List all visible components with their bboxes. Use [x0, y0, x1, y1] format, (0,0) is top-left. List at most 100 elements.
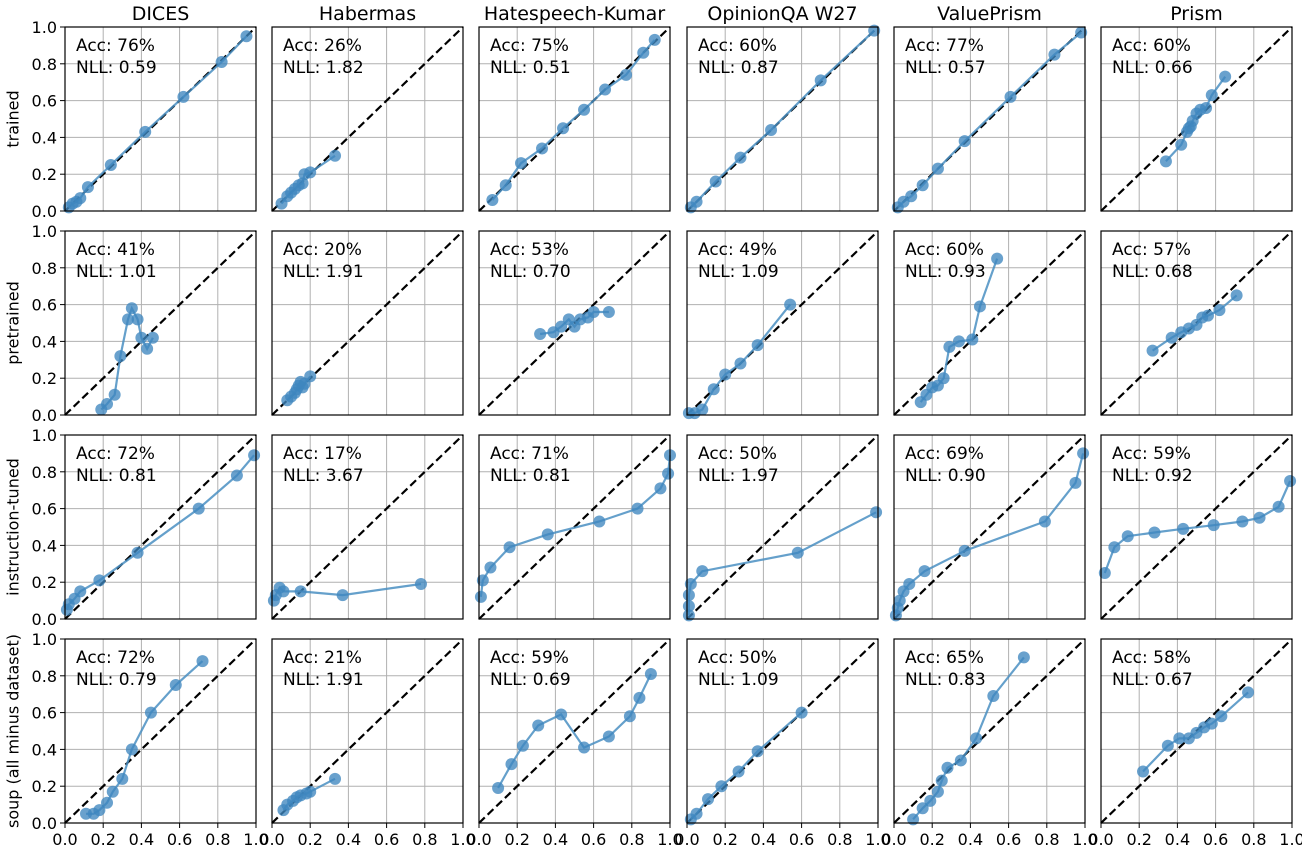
axes-frame: [271, 434, 464, 620]
data-point: [868, 24, 881, 37]
y-tick-label: 1.0: [32, 630, 57, 649]
data-point: [304, 370, 317, 383]
data-point: [870, 506, 883, 519]
data-point: [93, 804, 106, 817]
column-title: Hatespeech-Kumar: [484, 3, 665, 25]
data-point: [905, 190, 918, 203]
data-point: [970, 732, 983, 745]
axes-frame: [1100, 638, 1293, 824]
column-title: DICES: [132, 3, 190, 25]
y-tick-label: 0.0: [32, 610, 57, 629]
y-tick-label: 0.6: [32, 296, 57, 315]
diagonal-reference-line: [686, 638, 879, 824]
data-point: [1253, 511, 1266, 524]
data-point: [1242, 686, 1255, 699]
x-tick-label: 0.8: [827, 830, 852, 849]
accuracy-label: Acc: 59%: [1112, 444, 1191, 464]
data-point: [503, 541, 516, 554]
data-point: [931, 162, 944, 175]
diagonal-reference-line: [893, 638, 1086, 824]
data-point: [146, 331, 159, 344]
axes-frame: [1100, 230, 1293, 416]
data-point: [1146, 344, 1159, 357]
diagonal-reference-line: [271, 230, 464, 416]
data-point: [296, 177, 309, 190]
data-point: [1077, 447, 1090, 460]
axes-frame: [64, 230, 257, 416]
axes-frame: [893, 638, 1086, 824]
data-point: [690, 807, 703, 820]
data-point: [751, 745, 764, 758]
y-tick-label: 0.4: [32, 536, 57, 555]
row-label: soup (all minus dataset): [4, 634, 23, 828]
data-point: [751, 339, 764, 352]
x-tick-label: 1.0: [657, 830, 682, 849]
diagonal-reference-line: [271, 26, 464, 212]
data-point: [791, 546, 804, 559]
diagonal-reference-line: [64, 434, 257, 620]
diagonal-reference-line: [271, 638, 464, 824]
data-point: [139, 125, 152, 138]
axes-frame: [1100, 434, 1293, 620]
axes-frame: [271, 26, 464, 212]
data-point: [1201, 309, 1214, 322]
data-point: [1205, 717, 1218, 730]
nll-label: NLL: 0.67: [1112, 670, 1193, 690]
nll-label: NLL: 3.67: [283, 466, 364, 486]
diagonal-reference-line: [686, 434, 879, 620]
data-point: [1121, 530, 1134, 543]
calibration-line: [497, 673, 652, 789]
nll-label: NLL: 1.01: [76, 262, 157, 282]
data-point: [682, 609, 695, 622]
accuracy-label: Acc: 49%: [698, 240, 777, 260]
nll-label: NLL: 0.68: [1112, 262, 1193, 282]
data-point: [555, 708, 568, 721]
accuracy-label: Acc: 76%: [76, 36, 155, 56]
x-tick-label: 0.0: [881, 830, 906, 849]
accuracy-label: Acc: 50%: [698, 444, 777, 464]
data-point: [587, 305, 600, 318]
data-point: [505, 758, 518, 771]
x-tick-label: 0.2: [504, 830, 529, 849]
y-tick-label: 0.4: [32, 128, 57, 147]
data-point: [74, 585, 87, 598]
data-point: [1272, 500, 1285, 513]
column-title: Habermas: [319, 3, 416, 25]
data-point: [104, 159, 117, 171]
axes-frame: [893, 434, 1086, 620]
accuracy-label: Acc: 71%: [490, 444, 569, 464]
data-point: [81, 181, 94, 194]
data-point: [599, 83, 612, 96]
data-point: [1004, 90, 1017, 103]
data-point: [987, 690, 1000, 703]
data-point: [1284, 475, 1297, 487]
axes-frame: [478, 638, 671, 824]
data-point: [916, 179, 929, 192]
x-tick-label: 0.2: [712, 830, 737, 849]
data-point: [169, 679, 182, 691]
x-tick-label: 0.6: [996, 830, 1021, 849]
data-point: [541, 528, 554, 541]
x-tick-label: 0.0: [674, 830, 699, 849]
accuracy-label: Acc: 60%: [905, 240, 984, 260]
data-point: [177, 90, 190, 103]
data-point: [106, 785, 119, 798]
accuracy-label: Acc: 59%: [490, 648, 569, 668]
data-point: [114, 350, 127, 363]
data-point: [903, 578, 916, 591]
data-point: [578, 741, 591, 754]
row-label: pretrained: [4, 281, 23, 364]
data-point: [918, 565, 931, 578]
y-tick-label: 0.0: [32, 202, 57, 221]
x-tick-label: 0.6: [789, 830, 814, 849]
data-point: [654, 482, 667, 495]
data-point: [924, 794, 937, 807]
y-tick-label: 0.4: [32, 332, 57, 351]
data-point: [1069, 476, 1082, 489]
data-point: [476, 574, 489, 587]
x-tick-label: 0.2: [1126, 830, 1151, 849]
data-point: [937, 372, 950, 385]
accuracy-label: Acc: 17%: [283, 444, 362, 464]
y-tick-label: 1.0: [32, 222, 57, 241]
data-point: [101, 796, 114, 809]
